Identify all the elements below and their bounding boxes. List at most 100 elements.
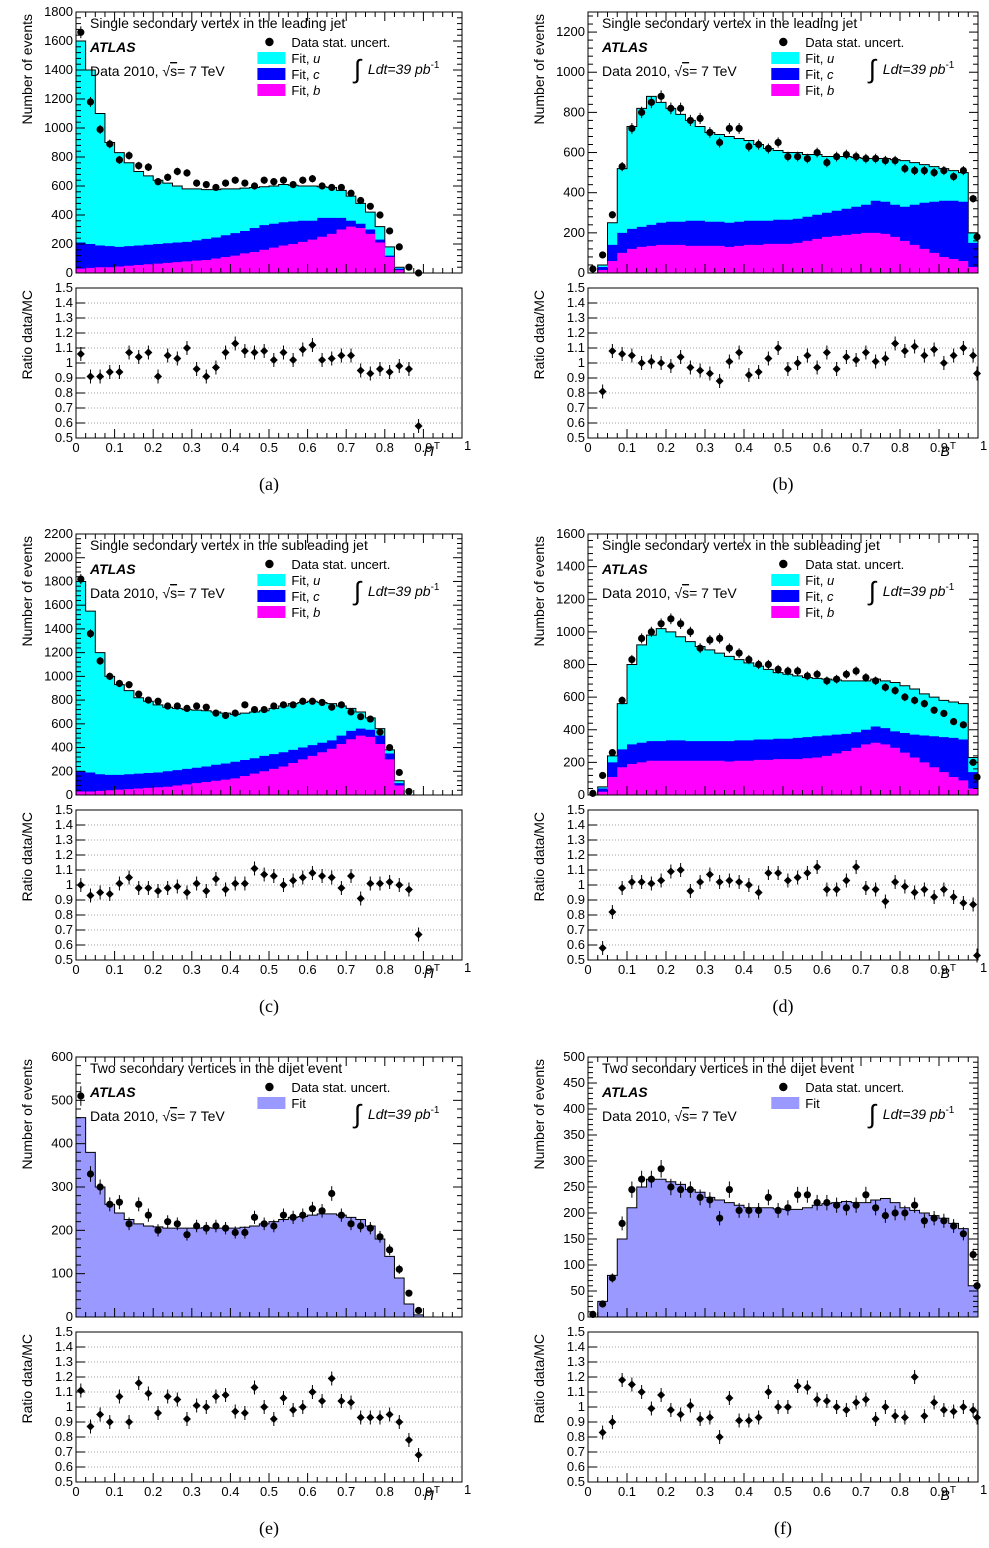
- ratio-point: [598, 387, 607, 396]
- y-tick-label: 1600: [44, 597, 73, 612]
- ratio-point: [356, 366, 365, 375]
- ratio-point: [608, 908, 617, 916]
- dataset-label: Data 2010, √s= 7 TeV: [90, 63, 225, 79]
- data-point: [930, 706, 938, 714]
- panel-caption: (a): [259, 474, 279, 495]
- ratio-tick-label: 1: [578, 1399, 585, 1414]
- x-axis-superscript: T: [950, 441, 956, 452]
- data-point: [891, 1209, 899, 1217]
- data-point: [950, 1222, 958, 1230]
- y-tick-label: 0: [578, 265, 585, 280]
- x-tick-label: 0.5: [774, 962, 792, 977]
- legend-swatch-fit: [771, 1097, 800, 1109]
- data-point: [231, 176, 239, 184]
- data-point: [940, 1217, 948, 1225]
- data-point: [920, 1217, 928, 1225]
- ratio-point: [395, 1418, 404, 1426]
- data-point: [144, 696, 152, 704]
- energy-text: = 7 TeV: [689, 63, 737, 79]
- data-point: [376, 211, 384, 219]
- ratio-tick-label: 1.3: [567, 1354, 585, 1369]
- ratio-point: [725, 876, 734, 885]
- ratio-point: [832, 365, 841, 373]
- legend-data-label: Data stat. uncert.: [291, 557, 390, 572]
- legend-fit-text: Fit,: [805, 573, 827, 588]
- data-point: [618, 1219, 626, 1227]
- data-point: [833, 675, 841, 683]
- data-point: [686, 116, 694, 125]
- ratio-point: [337, 351, 346, 360]
- data-point: [930, 169, 938, 177]
- ratio-tick-label: 1.1: [55, 340, 73, 355]
- ratio-point: [715, 377, 724, 385]
- ratio-point: [774, 344, 783, 352]
- ratio-point: [96, 1410, 105, 1419]
- data-point: [823, 158, 831, 167]
- ratio-point: [356, 1413, 365, 1422]
- data-point: [891, 156, 899, 165]
- data-point: [706, 1196, 714, 1204]
- data-point: [414, 1306, 423, 1315]
- ratio-point: [260, 1403, 269, 1411]
- data-point: [183, 704, 191, 712]
- legend-flavour: u: [313, 51, 320, 66]
- data-point: [337, 183, 345, 192]
- luminosity-label: Ldt=39 pb-1: [883, 60, 955, 77]
- data-point: [154, 1226, 162, 1234]
- ratio-point: [861, 348, 870, 357]
- ratio-point: [705, 369, 714, 378]
- ratio-point: [813, 863, 822, 871]
- sqrt-s: s: [170, 1108, 177, 1124]
- luminosity-text: Ldt=39 pb: [368, 61, 431, 77]
- data-point: [86, 1170, 95, 1178]
- y-tick-label: 600: [51, 716, 73, 731]
- ratio-tick-label: 1.5: [567, 280, 585, 295]
- sqrt-symbol: √: [674, 1108, 682, 1124]
- data-point: [173, 702, 181, 710]
- data-point: [405, 263, 413, 271]
- x-tick-label: 0: [584, 1484, 591, 1499]
- y-tick-label: 200: [51, 763, 73, 778]
- y-tick-label: 400: [563, 185, 585, 200]
- ratio-point: [347, 1398, 356, 1407]
- y-tick-label: 1600: [556, 526, 585, 541]
- data-point: [77, 28, 85, 36]
- ratio-point: [813, 1395, 822, 1404]
- data-point: [231, 709, 239, 717]
- x-tick-label: 0.8: [376, 962, 394, 977]
- legend-data-marker: [779, 37, 788, 47]
- data-point: [337, 701, 345, 709]
- ratio-tick-label: 1.2: [55, 847, 73, 862]
- data-point: [337, 1211, 345, 1219]
- panel-caption: (b): [773, 474, 794, 495]
- dataset-label: Data 2010, √s= 7 TeV: [90, 585, 225, 601]
- histogram-fit-b: [588, 742, 978, 795]
- ratio-point: [86, 372, 95, 381]
- ratio-point: [144, 348, 153, 357]
- ratio-point: [318, 872, 327, 880]
- ratio-tick-label: 1.2: [567, 325, 585, 340]
- ratio-axis-label: Ratio data/MC: [19, 1334, 35, 1423]
- data-point: [667, 1183, 675, 1191]
- ratio-point: [793, 1382, 802, 1390]
- data-point: [183, 1231, 191, 1239]
- data-point: [202, 703, 210, 711]
- data-point: [930, 1214, 938, 1222]
- chart-panel: 0 200 400 600 800 1000 1200 1400 1600 1800 2000 220…: [19, 526, 471, 1017]
- x-tick-label: 0.3: [183, 1484, 201, 1499]
- data-point: [862, 673, 870, 682]
- x-tick-label: 0.6: [299, 1484, 317, 1499]
- ratio-point: [735, 878, 744, 886]
- legend-flavour: u: [827, 51, 834, 66]
- data-point: [96, 657, 104, 665]
- ratio-point: [250, 348, 259, 357]
- ratio-point: [76, 1386, 85, 1395]
- ratio-point: [852, 863, 861, 871]
- ratio-point: [783, 365, 792, 373]
- ratio-point: [404, 885, 413, 894]
- legend-data-label: Data stat. uncert.: [805, 35, 904, 50]
- energy-text: = 7 TeV: [689, 1108, 737, 1124]
- legend-label-u: Fit, u: [291, 51, 320, 66]
- ratio-point: [842, 876, 851, 885]
